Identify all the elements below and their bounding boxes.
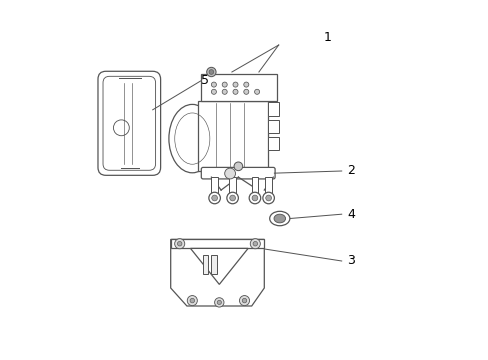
Text: 1: 1: [323, 31, 331, 44]
Circle shape: [211, 89, 216, 94]
Polygon shape: [190, 248, 247, 284]
Bar: [229, 177, 235, 195]
Circle shape: [187, 296, 197, 306]
Circle shape: [177, 242, 182, 246]
Bar: [197, 101, 267, 171]
Circle shape: [232, 89, 238, 94]
Bar: [265, 177, 271, 195]
FancyBboxPatch shape: [98, 71, 160, 175]
Circle shape: [265, 195, 271, 201]
Bar: [203, 255, 208, 274]
Circle shape: [224, 168, 235, 179]
Circle shape: [222, 82, 227, 87]
Ellipse shape: [269, 211, 289, 226]
Text: 2: 2: [346, 165, 354, 177]
Bar: [267, 120, 278, 133]
Circle shape: [244, 89, 248, 94]
Circle shape: [214, 298, 224, 307]
Text: 4: 4: [346, 208, 354, 221]
Circle shape: [251, 195, 257, 201]
Ellipse shape: [273, 214, 285, 223]
Circle shape: [244, 82, 248, 87]
Circle shape: [239, 296, 249, 306]
Bar: [170, 239, 264, 248]
FancyBboxPatch shape: [103, 76, 155, 170]
Circle shape: [174, 239, 184, 249]
Circle shape: [250, 239, 260, 249]
Text: 3: 3: [346, 255, 354, 267]
Circle shape: [254, 89, 259, 94]
Circle shape: [222, 89, 227, 94]
Bar: [211, 255, 216, 274]
Circle shape: [249, 192, 260, 204]
Circle shape: [190, 298, 194, 303]
Polygon shape: [170, 239, 264, 306]
Ellipse shape: [168, 104, 215, 173]
Bar: [201, 74, 276, 101]
Bar: [267, 137, 278, 150]
Circle shape: [252, 242, 257, 246]
Circle shape: [208, 70, 213, 74]
Circle shape: [211, 82, 216, 87]
Circle shape: [234, 162, 242, 171]
FancyBboxPatch shape: [201, 167, 275, 179]
Circle shape: [208, 192, 220, 204]
Circle shape: [206, 67, 216, 77]
Text: 5: 5: [201, 75, 209, 87]
Circle shape: [211, 195, 217, 201]
Circle shape: [242, 298, 246, 303]
Circle shape: [226, 192, 238, 204]
Bar: [267, 102, 278, 116]
Circle shape: [229, 195, 235, 201]
Circle shape: [232, 82, 238, 87]
Bar: [251, 177, 258, 195]
Bar: [211, 177, 218, 195]
Circle shape: [263, 192, 274, 204]
Circle shape: [217, 300, 221, 305]
